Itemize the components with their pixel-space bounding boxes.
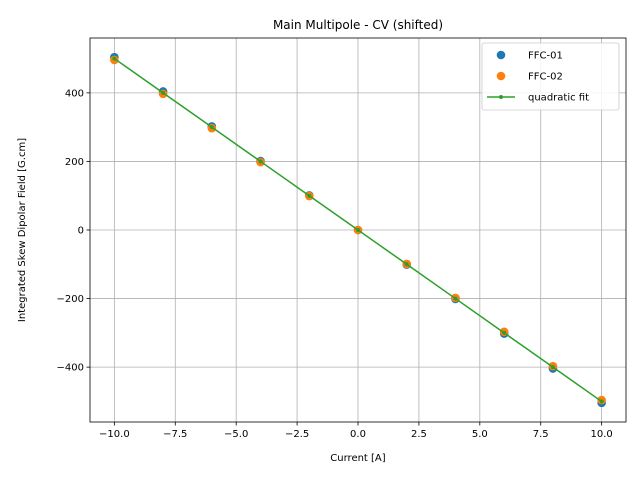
x-tick-label: −7.5 bbox=[163, 429, 187, 440]
x-tick-label: −5.0 bbox=[224, 429, 248, 440]
fit-point bbox=[502, 330, 507, 335]
fit-point bbox=[258, 159, 263, 164]
legend-marker bbox=[496, 50, 506, 60]
legend: FFC-01 FFC-02 quadratic fit bbox=[481, 42, 620, 111]
y-axis-label: Integrated Skew Dipolar Field [G.cm] bbox=[17, 138, 28, 322]
series-layer bbox=[110, 52, 606, 408]
legend-marker bbox=[499, 95, 503, 99]
legend-entry: quadratic fit bbox=[487, 93, 589, 104]
fit-point bbox=[112, 56, 117, 61]
legend-label: FFC-02 bbox=[528, 72, 563, 83]
fit-point bbox=[209, 125, 214, 130]
x-tick-label: −2.5 bbox=[285, 429, 309, 440]
legend-label: FFC-01 bbox=[528, 51, 563, 62]
legend-label: quadratic fit bbox=[528, 93, 589, 104]
series-quadratic-fit bbox=[112, 56, 604, 404]
fit-point bbox=[404, 262, 409, 267]
chart-title: Main Multipole - CV (shifted) bbox=[273, 18, 443, 32]
legend-entry: FFC-01 bbox=[496, 50, 563, 62]
fit-point bbox=[550, 365, 555, 370]
y-tick-label: 400 bbox=[65, 88, 84, 99]
y-axis-ticks: −400 −200 0 200 400 bbox=[57, 88, 90, 374]
x-tick-label: 0.0 bbox=[350, 429, 366, 440]
x-tick-label: 5.0 bbox=[472, 429, 488, 440]
x-tick-label: −10.0 bbox=[99, 429, 130, 440]
x-tick-label: 7.5 bbox=[533, 429, 549, 440]
fit-point bbox=[161, 90, 166, 95]
legend-marker bbox=[496, 71, 506, 81]
x-axis-label: Current [A] bbox=[330, 453, 385, 464]
fit-point bbox=[453, 296, 458, 301]
fit-point bbox=[356, 228, 360, 232]
x-tick-label: 10.0 bbox=[591, 429, 613, 440]
x-tick-label: 2.5 bbox=[411, 429, 427, 440]
y-tick-label: −400 bbox=[57, 363, 84, 374]
legend-box bbox=[481, 42, 620, 111]
legend-entry: FFC-02 bbox=[496, 71, 563, 83]
y-tick-label: 200 bbox=[65, 157, 84, 168]
fit-point bbox=[599, 399, 604, 404]
y-tick-label: 0 bbox=[78, 226, 84, 237]
y-tick-label: −200 bbox=[57, 294, 84, 305]
x-axis-ticks: −10.0 −7.5 −5.0 −2.5 0.0 2.5 5.0 7.5 10.0 bbox=[99, 422, 613, 440]
fit-point bbox=[307, 193, 312, 198]
